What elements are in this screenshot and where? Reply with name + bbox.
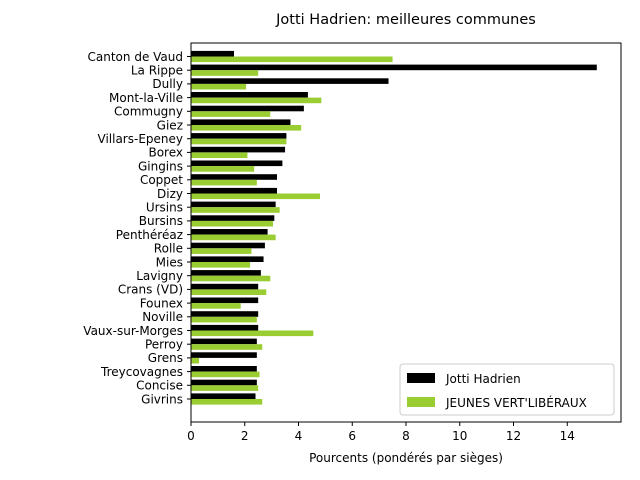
y-tick-label-canton-de-vaud: Canton de Vaud bbox=[88, 50, 183, 64]
y-tick-label-mies: Mies bbox=[156, 255, 183, 269]
bar-borex-jotti bbox=[191, 146, 286, 153]
y-tick-label-coppet: Coppet bbox=[140, 173, 183, 187]
bar-givrins-jeunes bbox=[191, 399, 263, 405]
y-tick-label-noville: Noville bbox=[142, 310, 183, 324]
y-tick-label-founex: Founex bbox=[140, 296, 183, 310]
y-tick-label-mont-la-ville: Mont-la-Ville bbox=[109, 91, 183, 105]
bar-crans-vd-jotti bbox=[191, 283, 259, 290]
bar-coppet-jotti bbox=[191, 174, 277, 180]
x-tick-label-14: 14 bbox=[560, 429, 575, 443]
y-tick-label-rolle: Rolle bbox=[154, 242, 183, 256]
bar-canton-de-vaud-jotti bbox=[191, 50, 234, 57]
bar-borex-jeunes bbox=[191, 152, 248, 158]
bar-vaux-sur-morges-jeunes bbox=[191, 330, 314, 337]
y-tick-label-borex: Borex bbox=[148, 146, 183, 160]
bar-villars-epeney-jotti bbox=[191, 133, 287, 139]
bar-rolle-jotti bbox=[191, 242, 265, 249]
bar-la-rippe-jeunes bbox=[191, 70, 259, 76]
x-tick-label-8: 8 bbox=[402, 429, 410, 443]
y-tick-label-bursins: Bursins bbox=[139, 214, 183, 228]
bar-mont-la-ville-jotti bbox=[191, 92, 308, 98]
y-tick-label-vaux-sur-morges: Vaux-sur-Morges bbox=[83, 324, 183, 338]
bar-bursins-jeunes bbox=[191, 220, 273, 227]
legend-label-jeunes: JEUNES VERT'LIBÉRAUX bbox=[445, 395, 587, 410]
plot-frame bbox=[190, 42, 622, 423]
y-tick-label-penthereaz: Penthéréaz bbox=[116, 228, 183, 242]
bar-grens-jeunes bbox=[191, 357, 200, 364]
bar-bursins-jotti bbox=[191, 215, 275, 221]
bar-perroy-jeunes bbox=[191, 344, 263, 350]
bar-grens-jotti bbox=[191, 352, 257, 358]
bar-concise-jotti bbox=[191, 379, 257, 386]
bar-commugny-jeunes bbox=[191, 111, 271, 117]
bar-giez-jotti bbox=[191, 119, 291, 125]
bar-noville-jeunes bbox=[191, 316, 257, 323]
y-tick-label-gingins: Gingins bbox=[138, 159, 183, 173]
y-tick-label-givrins: Givrins bbox=[141, 392, 183, 406]
bar-ursins-jotti bbox=[191, 201, 276, 208]
y-tick-label-treycovagnes: Treycovagnes bbox=[100, 365, 183, 379]
bar-gingins-jotti bbox=[191, 160, 283, 167]
bar-noville-jotti bbox=[191, 311, 259, 317]
bar-ursins-jeunes bbox=[191, 207, 280, 213]
y-tick-label-concise: Concise bbox=[136, 379, 183, 393]
y-tick-label-perroy: Perroy bbox=[145, 338, 183, 352]
bar-mont-la-ville-jeunes bbox=[191, 97, 322, 104]
chart-title: Jotti Hadrien: meilleures communes bbox=[275, 12, 536, 28]
x-tick-label-12: 12 bbox=[506, 429, 521, 443]
legend-box bbox=[399, 363, 615, 416]
x-tick-label-0: 0 bbox=[187, 429, 195, 443]
bar-rolle-jeunes bbox=[191, 248, 252, 254]
bar-mies-jotti bbox=[191, 256, 264, 262]
bar-penthereaz-jeunes bbox=[191, 234, 276, 241]
bar-penthereaz-jotti bbox=[191, 229, 268, 235]
y-tick-label-villars-epeney: Villars-Epeney bbox=[98, 132, 184, 146]
x-tick-labels: 0 2 4 6 8 10 12 14 bbox=[187, 422, 575, 443]
bar-coppet-jeunes bbox=[191, 179, 257, 186]
bar-founex-jeunes bbox=[191, 303, 241, 309]
bar-founex-jotti bbox=[191, 297, 259, 304]
x-tick-label-10: 10 bbox=[452, 429, 467, 443]
bars-group bbox=[191, 50, 597, 405]
bar-giez-jeunes bbox=[191, 125, 302, 131]
bar-mies-jeunes bbox=[191, 262, 251, 268]
bar-lavigny-jotti bbox=[191, 270, 261, 276]
legend: Jotti Hadrien JEUNES VERT'LIBÉRAUX bbox=[399, 363, 615, 416]
bar-lavigny-jeunes bbox=[191, 275, 271, 282]
y-tick-label-giez: Giez bbox=[157, 118, 183, 132]
bar-treycovagnes-jeunes bbox=[191, 371, 260, 378]
bar-gingins-jeunes bbox=[191, 166, 255, 172]
x-tick-label-4: 4 bbox=[295, 429, 303, 443]
y-tick-label-commugny: Commugny bbox=[114, 105, 183, 119]
y-tick-label-crans-vd: Crans (VD) bbox=[118, 283, 183, 297]
bar-villars-epeney-jeunes bbox=[191, 138, 287, 145]
x-tick-label-6: 6 bbox=[348, 429, 356, 443]
bar-la-rippe-jotti bbox=[191, 64, 597, 71]
x-tick-label-2: 2 bbox=[241, 429, 249, 443]
y-tick-label-lavigny: Lavigny bbox=[136, 269, 183, 283]
x-axis-label: Pourcents (pondérés par sièges) bbox=[309, 451, 503, 465]
bar-dully-jotti bbox=[191, 78, 389, 84]
y-tick-label-dizy: Dizy bbox=[157, 187, 183, 201]
y-tick-label-grens: Grens bbox=[148, 351, 183, 365]
y-tick-label-la-rippe: La Rippe bbox=[131, 64, 183, 78]
y-tick-label-ursins: Ursins bbox=[146, 201, 183, 215]
y-tick-label-dully: Dully bbox=[152, 77, 183, 91]
bar-concise-jeunes bbox=[191, 385, 259, 391]
bar-givrins-jotti bbox=[191, 393, 256, 399]
bar-dizy-jeunes bbox=[191, 193, 320, 200]
legend-swatch-jotti bbox=[407, 373, 435, 383]
legend-label-jotti: Jotti Hadrien bbox=[445, 372, 521, 386]
bar-treycovagnes-jotti bbox=[191, 366, 257, 372]
bar-vaux-sur-morges-jotti bbox=[191, 324, 259, 331]
bar-crans-vd-jeunes bbox=[191, 289, 267, 295]
legend-swatch-jeunes bbox=[407, 397, 435, 407]
bar-commugny-jotti bbox=[191, 105, 304, 112]
bar-dully-jeunes bbox=[191, 83, 247, 90]
bar-canton-de-vaud-jeunes bbox=[191, 56, 393, 63]
bar-dizy-jotti bbox=[191, 187, 277, 194]
bar-perroy-jotti bbox=[191, 338, 257, 345]
